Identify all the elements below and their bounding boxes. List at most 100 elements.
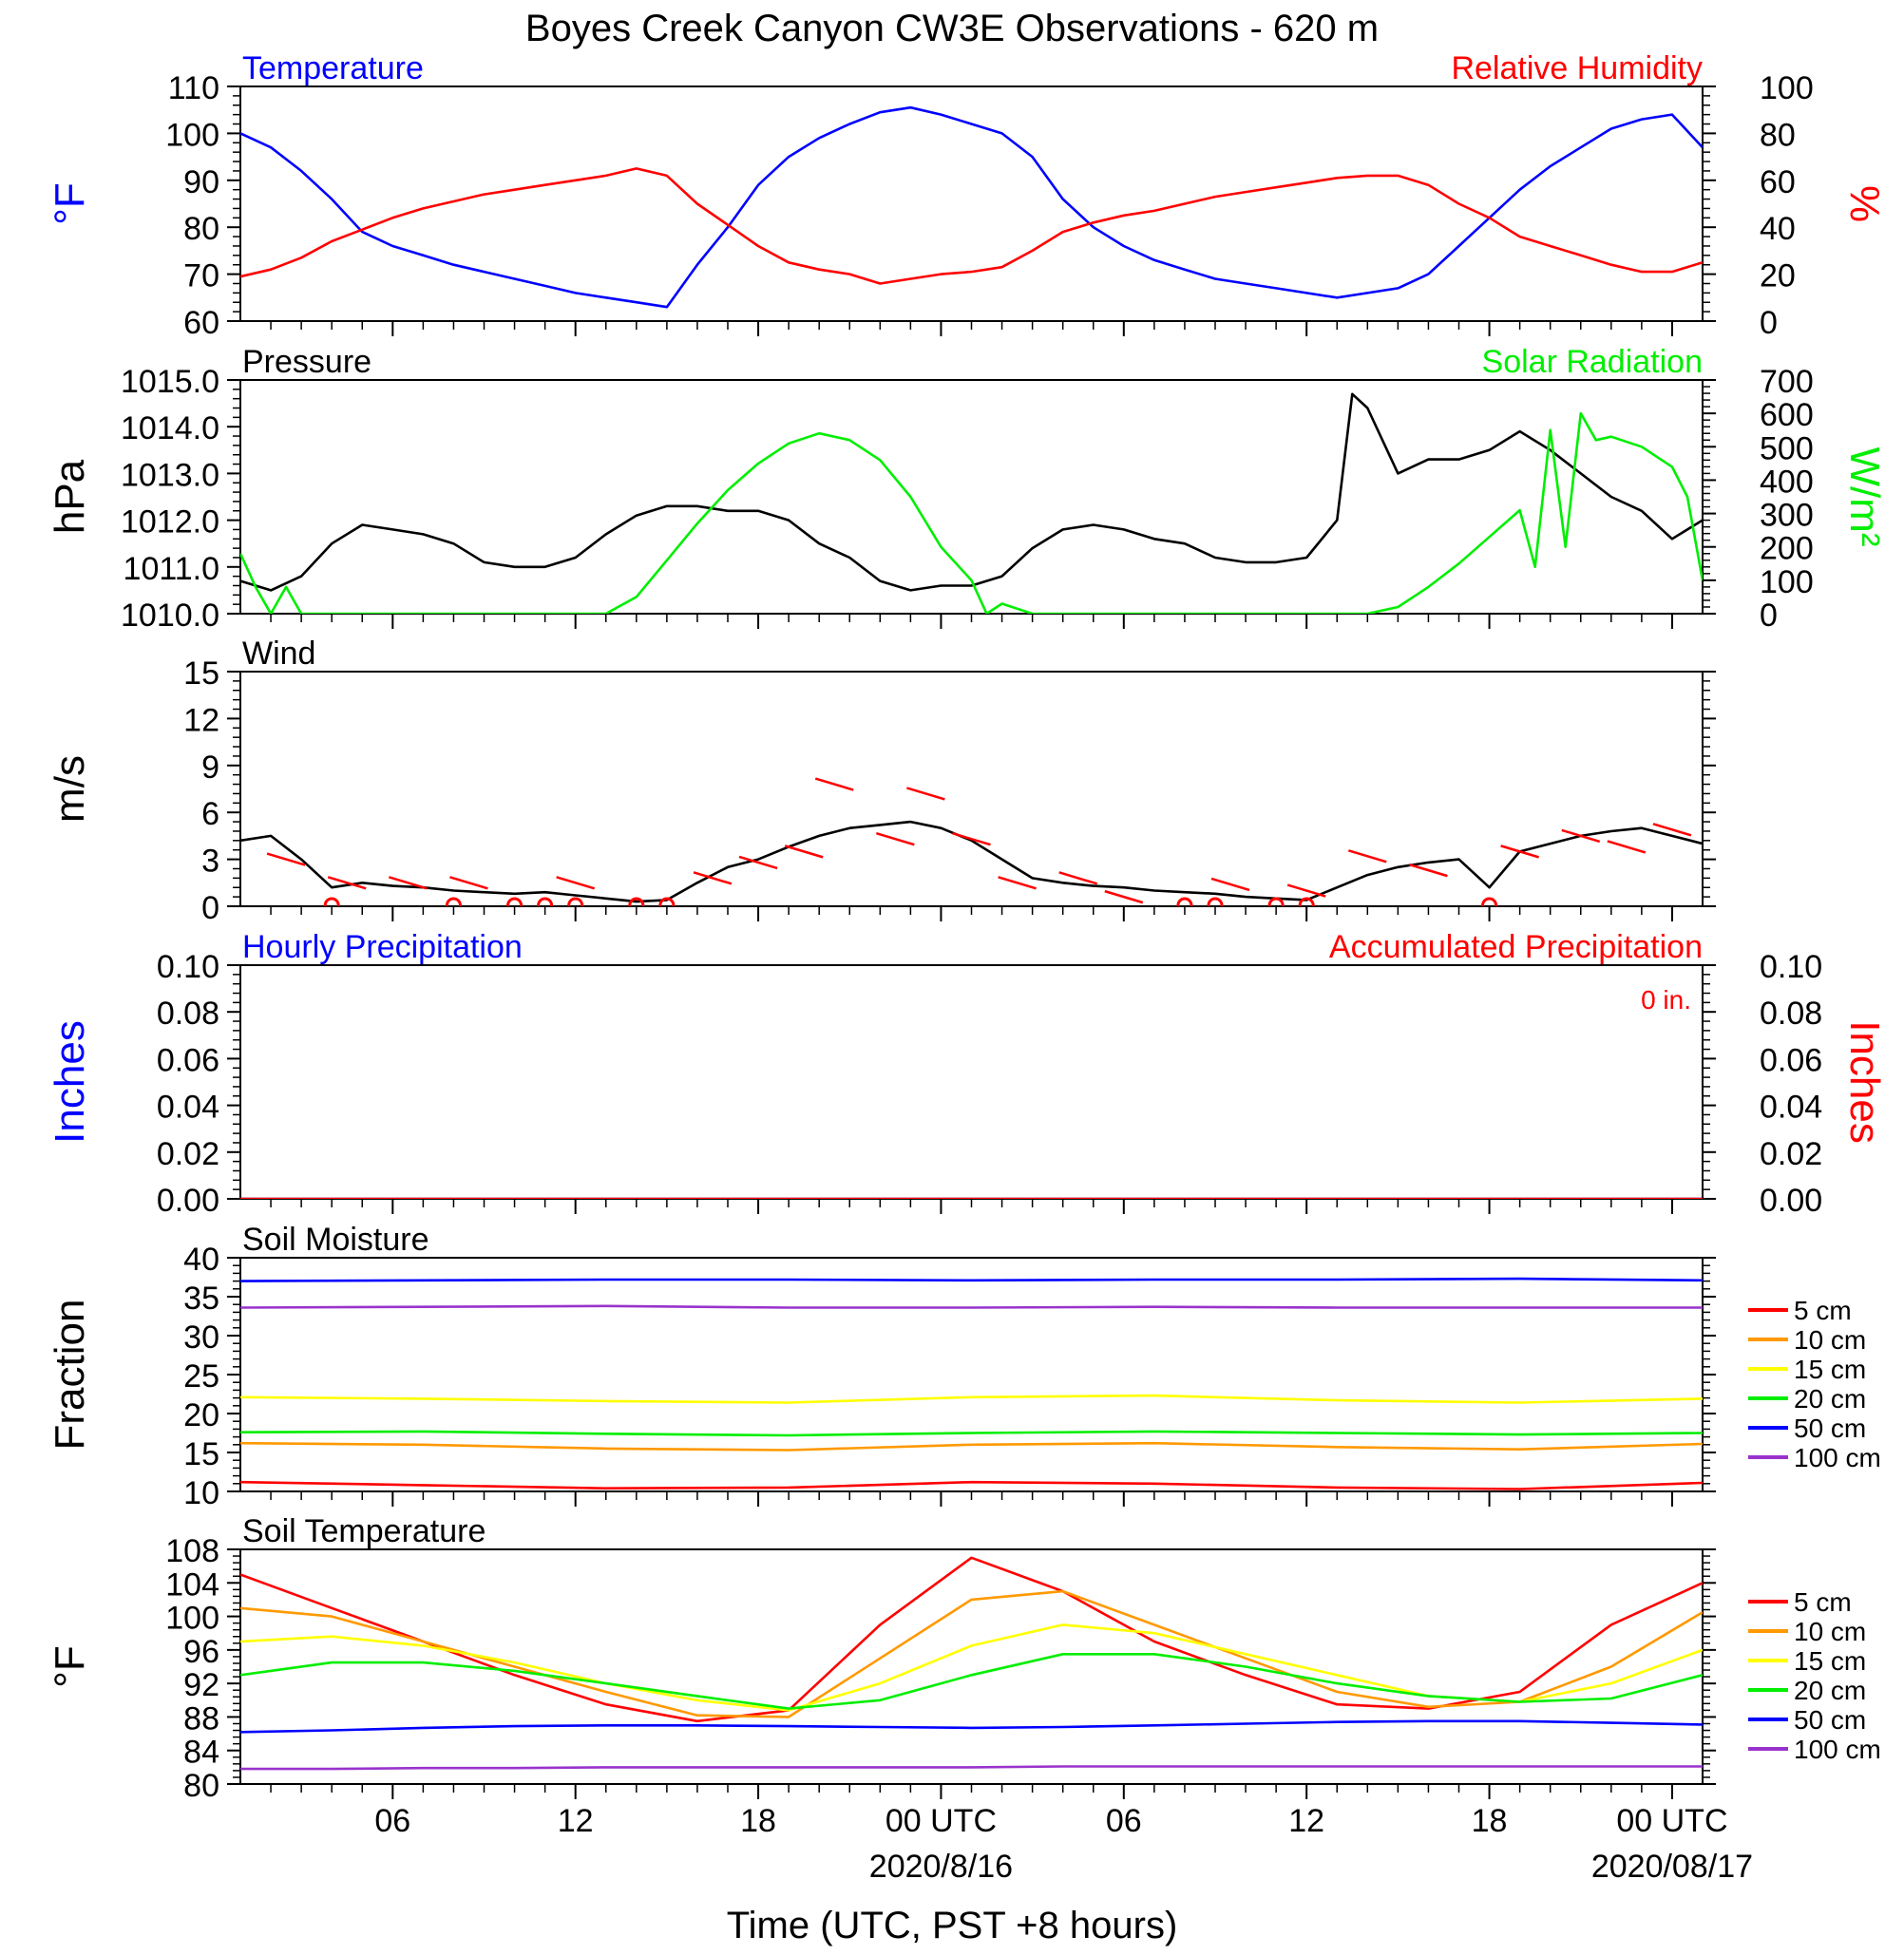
wind-barb xyxy=(1500,845,1539,859)
time-axis: 06 12 18 00 UTC 06 12 18 00 UTC 2020/8/16 2020/08… xyxy=(374,1803,1753,1885)
y-tick-label-right: 100 xyxy=(1760,70,1814,106)
y-tick-label-right: 80 xyxy=(1760,117,1796,153)
y-tick-label-right: 40 xyxy=(1760,211,1796,247)
x-tick-label: 00 UTC xyxy=(1616,1803,1727,1839)
legend-label: 50 cm xyxy=(1794,1414,1866,1443)
calm-wind-marker xyxy=(567,897,584,906)
y-tick-label-left: 0.10 xyxy=(157,949,219,985)
series-line-5cm xyxy=(240,1480,1703,1490)
y-tick-label-left: 90 xyxy=(183,164,219,200)
legend-label: 20 cm xyxy=(1794,1676,1866,1705)
legend-label: 15 cm xyxy=(1794,1646,1866,1676)
y-axis-label-left: °F xyxy=(47,182,93,224)
y-tick-label-right: 0.06 xyxy=(1760,1042,1822,1078)
panel-2: 1010.0 1011.0 1012.0 1013.0 1014.0 1015.0 0100… xyxy=(47,344,1888,634)
y-tick-label-left: 12 xyxy=(183,702,219,738)
wind-barb xyxy=(1347,849,1387,864)
y-tick-label-left: 0.00 xyxy=(157,1183,219,1219)
series-line-1 xyxy=(240,167,1703,285)
y-tick-label-left: 40 xyxy=(183,1242,219,1278)
wind-barb xyxy=(1210,877,1250,892)
panel-title-left: Wind xyxy=(242,636,315,672)
y-tick-label-right: 700 xyxy=(1760,364,1814,400)
x-tick-label: 06 xyxy=(1106,1803,1142,1839)
y-tick-label-left: 35 xyxy=(183,1281,219,1317)
series-line-0 xyxy=(240,820,1703,903)
plot-frame xyxy=(239,671,1704,907)
y-tick-label-left: 1012.0 xyxy=(121,504,219,541)
panel-title-left: Soil Temperature xyxy=(242,1513,486,1549)
series-line-100cm xyxy=(240,1304,1703,1309)
wind-barb xyxy=(1607,840,1647,854)
wind-barb xyxy=(738,855,778,870)
y-tick-label-left: 0.04 xyxy=(157,1090,219,1126)
series-line-20cm xyxy=(240,1653,1703,1710)
y-tick-label-left: 1014.0 xyxy=(121,410,219,446)
legend-label: 20 cm xyxy=(1794,1384,1866,1414)
y-tick-label-left: 15 xyxy=(183,655,219,692)
wind-barb xyxy=(388,876,428,890)
y-tick-label-left: 10 xyxy=(183,1475,219,1511)
wind-barb xyxy=(1058,871,1098,885)
accumulation-annotation: 0 in. xyxy=(1641,985,1691,1015)
calm-wind-marker xyxy=(1481,897,1498,906)
y-axis-label-left: Inches xyxy=(47,1020,93,1144)
y-tick-label-right: 0.02 xyxy=(1760,1136,1822,1172)
wind-barb xyxy=(1409,863,1448,878)
y-axis-label-left: °F xyxy=(47,1645,93,1687)
y-tick-label-right: 60 xyxy=(1760,164,1796,200)
y-tick-label-right: 20 xyxy=(1760,258,1796,294)
plot-frame xyxy=(239,964,1704,1200)
wind-barb xyxy=(875,831,915,846)
y-tick-label-left: 108 xyxy=(165,1533,219,1569)
plot-frame xyxy=(239,85,1704,322)
x-tick-label: 18 xyxy=(1472,1803,1508,1839)
panel-title-right: Relative Humidity xyxy=(1451,50,1703,86)
y-tick-label-left: 100 xyxy=(165,1601,219,1637)
y-tick-label-left: 96 xyxy=(183,1634,219,1670)
y-tick-label-right: 200 xyxy=(1760,531,1814,567)
panel-1: 60 70 80 90 100 110 0 20 40 60 80 100 Temperature Rel… xyxy=(47,50,1888,341)
y-tick-label-right: 100 xyxy=(1760,564,1814,600)
series-line-1 xyxy=(240,411,1703,614)
y-tick-label-left: 1011.0 xyxy=(124,551,219,587)
legend-label: 5 cm xyxy=(1794,1296,1852,1325)
wind-barb xyxy=(998,876,1037,890)
legend-label: 5 cm xyxy=(1794,1587,1852,1617)
y-tick-label-right: 0.00 xyxy=(1760,1183,1822,1219)
y-tick-label-left: 0 xyxy=(201,890,219,926)
wind-barb xyxy=(693,871,733,885)
wind-barb xyxy=(784,845,824,859)
wind-barb xyxy=(266,852,306,866)
series-line-0 xyxy=(240,392,1703,592)
y-tick-label-right: 300 xyxy=(1760,498,1814,534)
calm-wind-marker xyxy=(506,897,524,906)
x-tick-label: 18 xyxy=(740,1803,776,1839)
panel-title-right: Solar Radiation xyxy=(1482,344,1703,380)
wind-barb xyxy=(814,777,854,791)
y-tick-label-left: 1013.0 xyxy=(121,457,219,493)
series-line-20cm xyxy=(240,1430,1703,1437)
panel-title-left: Pressure xyxy=(242,344,371,380)
x-axis-label: Time (UTC, PST +8 hours) xyxy=(727,1905,1178,1946)
plot-area xyxy=(240,777,1703,906)
calm-wind-marker xyxy=(1267,897,1285,906)
y-tick-label-left: 3 xyxy=(201,844,219,880)
y-tick-label-right: 0.10 xyxy=(1760,949,1822,985)
calm-wind-marker xyxy=(323,897,340,906)
series-line-50cm xyxy=(240,1277,1703,1282)
series-line-15cm xyxy=(240,1394,1703,1404)
panel-3: 0 3 6 9 12 15 Wind m/s xyxy=(47,636,1716,926)
y-tick-label-left: 92 xyxy=(183,1667,219,1703)
y-axis-label-left: m/s xyxy=(47,755,93,823)
y-tick-label-left: 110 xyxy=(168,70,219,106)
calm-wind-marker xyxy=(1207,897,1224,906)
y-tick-label-left: 30 xyxy=(183,1319,219,1356)
y-tick-label-left: 6 xyxy=(201,796,219,832)
y-tick-label-left: 1015.0 xyxy=(121,364,219,400)
y-tick-label-right: 0.04 xyxy=(1760,1090,1822,1126)
y-tick-label-left: 0.06 xyxy=(157,1042,219,1078)
